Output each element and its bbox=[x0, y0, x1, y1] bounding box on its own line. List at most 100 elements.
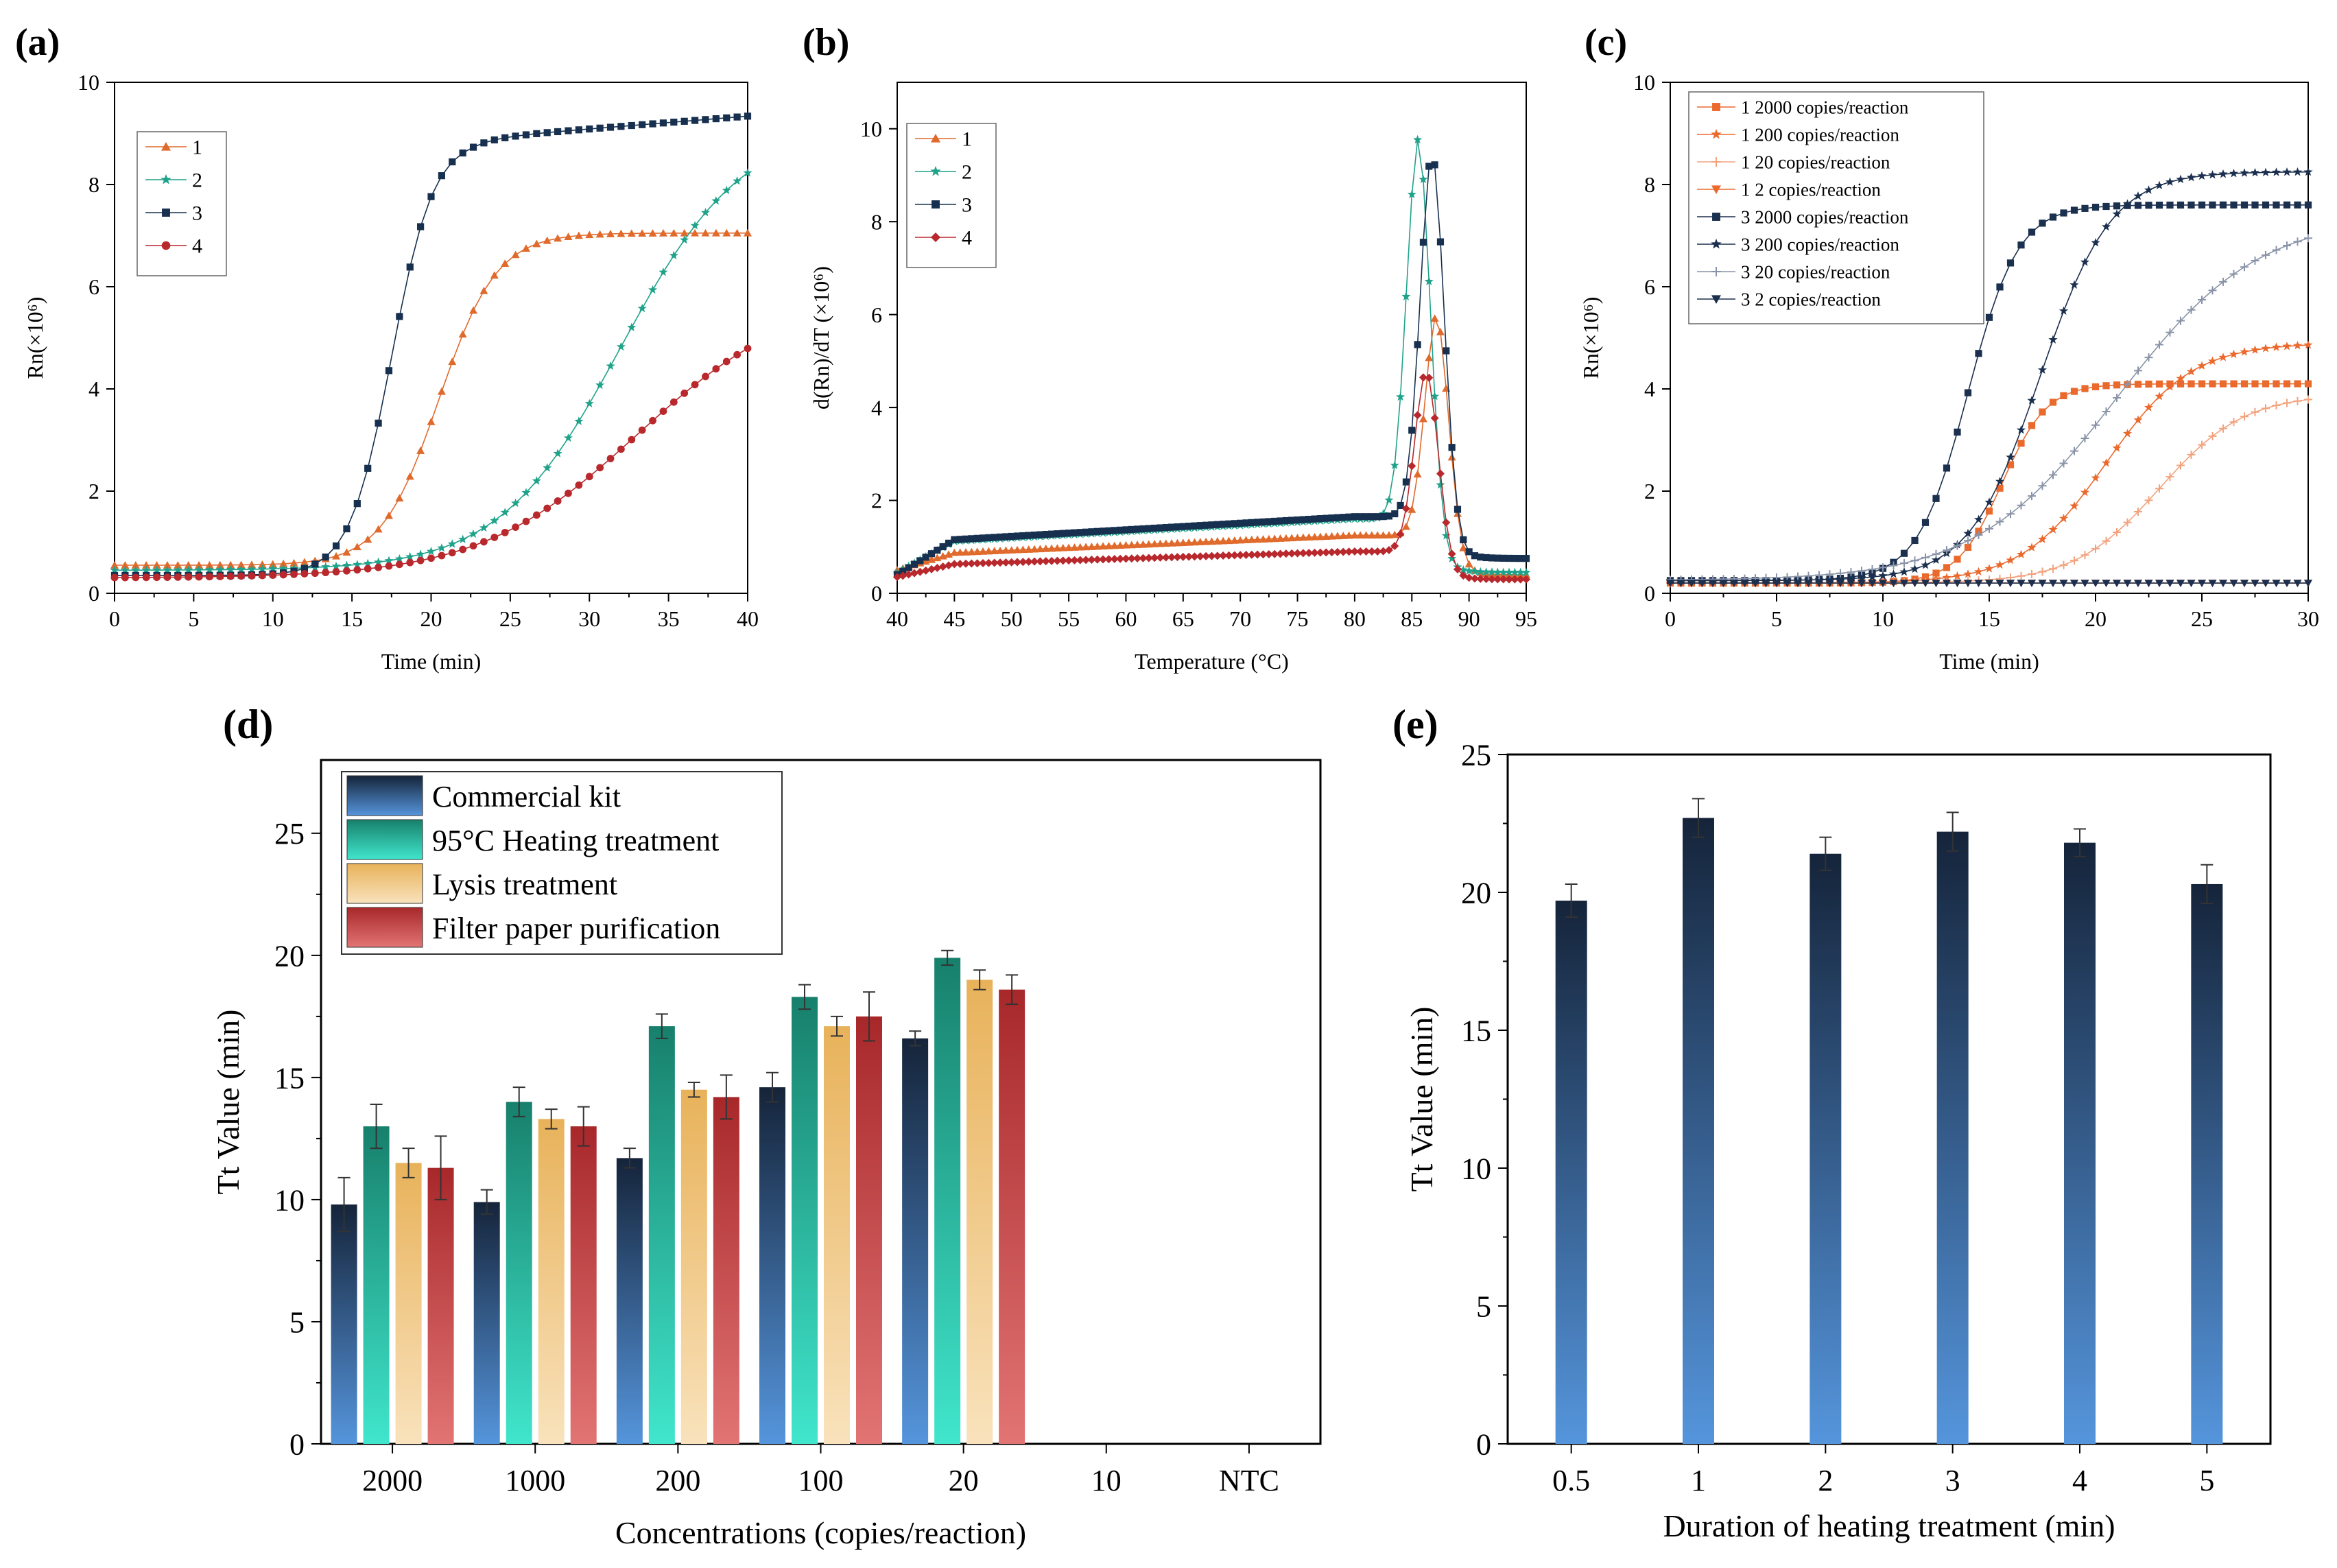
series-marker bbox=[2229, 580, 2238, 588]
series-marker bbox=[342, 548, 351, 556]
series-marker bbox=[1156, 539, 1165, 547]
bar bbox=[331, 1204, 357, 1444]
legend-marker bbox=[1711, 295, 1721, 304]
series-marker bbox=[979, 547, 988, 555]
series-marker bbox=[184, 565, 193, 574]
series-marker bbox=[595, 230, 604, 238]
series-marker bbox=[659, 228, 667, 237]
series-marker bbox=[215, 565, 225, 574]
series-marker bbox=[1443, 347, 1450, 355]
series-marker bbox=[427, 417, 436, 425]
series-marker bbox=[1128, 525, 1135, 534]
series-marker bbox=[722, 185, 731, 195]
series-marker bbox=[700, 208, 710, 217]
y-tick-label: 15 bbox=[1461, 1014, 1491, 1047]
series-marker bbox=[1281, 534, 1290, 542]
series-marker bbox=[1265, 518, 1272, 525]
series-marker bbox=[1931, 555, 1941, 564]
series-marker bbox=[2293, 396, 2302, 405]
series-marker bbox=[2262, 404, 2270, 413]
series-marker bbox=[511, 498, 521, 508]
series-marker bbox=[2176, 461, 2185, 470]
series-marker bbox=[2049, 213, 2057, 221]
series-marker bbox=[956, 560, 964, 569]
series-marker bbox=[2218, 169, 2228, 178]
series-marker bbox=[744, 112, 752, 120]
legend-entry: 1 2000 copies/reaction bbox=[1741, 97, 1909, 117]
series-marker bbox=[173, 565, 182, 574]
series-marker bbox=[1316, 532, 1325, 541]
series-marker bbox=[1047, 556, 1056, 565]
series-marker bbox=[2113, 580, 2121, 588]
bar bbox=[824, 1026, 850, 1444]
series-marker bbox=[2144, 496, 2153, 505]
series-marker bbox=[120, 565, 130, 574]
series-marker bbox=[2219, 580, 2227, 588]
series-marker bbox=[1224, 536, 1233, 545]
series-marker bbox=[2049, 565, 2057, 573]
series-marker bbox=[1231, 520, 1238, 527]
series-marker bbox=[258, 560, 267, 568]
series-marker bbox=[1276, 549, 1285, 558]
x-tick-label: 20 bbox=[949, 1464, 979, 1497]
series-marker bbox=[2134, 366, 2142, 375]
legend-entry: 3 bbox=[962, 194, 972, 217]
series-marker bbox=[163, 565, 172, 574]
series-marker bbox=[300, 565, 308, 572]
series-marker bbox=[1350, 531, 1359, 539]
series-marker bbox=[437, 543, 447, 552]
series-marker bbox=[1868, 565, 1877, 573]
series-marker bbox=[185, 573, 193, 581]
series-marker bbox=[2017, 501, 2026, 510]
series-marker bbox=[1458, 565, 1468, 574]
series-marker bbox=[1264, 549, 1273, 558]
series-marker bbox=[331, 561, 341, 571]
series-marker bbox=[1161, 539, 1170, 547]
series-marker bbox=[1065, 530, 1073, 537]
series-marker bbox=[2145, 380, 2152, 388]
series-marker bbox=[2198, 380, 2206, 388]
series-marker bbox=[968, 535, 975, 543]
series-marker bbox=[743, 168, 752, 177]
series-marker bbox=[1985, 508, 1993, 515]
series-marker bbox=[2113, 202, 2121, 210]
series-marker bbox=[1053, 556, 1062, 565]
y-tick-label: 10 bbox=[860, 117, 882, 141]
series-marker bbox=[490, 136, 498, 144]
series-marker bbox=[584, 399, 594, 407]
series-marker bbox=[1900, 580, 1908, 588]
series-marker bbox=[691, 228, 700, 237]
series-marker bbox=[1224, 551, 1233, 560]
series-marker bbox=[353, 543, 361, 551]
series-marker bbox=[1471, 552, 1479, 560]
series-marker bbox=[1041, 544, 1050, 552]
series-marker bbox=[922, 554, 929, 561]
series-marker bbox=[2080, 551, 2089, 560]
series-marker bbox=[1888, 569, 1899, 578]
series-marker bbox=[152, 560, 161, 569]
series-marker bbox=[553, 449, 562, 458]
x-tick-label: 60 bbox=[1115, 606, 1137, 631]
series-marker bbox=[574, 231, 583, 239]
series-marker bbox=[2271, 342, 2281, 351]
series-marker bbox=[2229, 349, 2239, 359]
series-marker bbox=[1453, 565, 1462, 574]
series-marker bbox=[490, 516, 499, 525]
series-marker bbox=[247, 565, 257, 573]
x-axis-label: Concentrations (copies/reaction) bbox=[615, 1515, 1026, 1550]
series-marker bbox=[1504, 575, 1513, 584]
series-marker bbox=[722, 357, 731, 366]
series-marker bbox=[1454, 506, 1462, 513]
series-marker bbox=[2187, 380, 2195, 388]
series-marker bbox=[1964, 580, 1972, 588]
series-marker bbox=[2059, 459, 2068, 468]
series-marker bbox=[406, 263, 414, 271]
series-marker bbox=[1391, 510, 1399, 518]
series-marker bbox=[659, 407, 667, 416]
series-marker bbox=[1408, 505, 1416, 513]
series-marker bbox=[1963, 528, 1973, 538]
series-marker bbox=[543, 129, 551, 136]
series-marker bbox=[501, 134, 509, 141]
series-marker bbox=[670, 118, 678, 126]
